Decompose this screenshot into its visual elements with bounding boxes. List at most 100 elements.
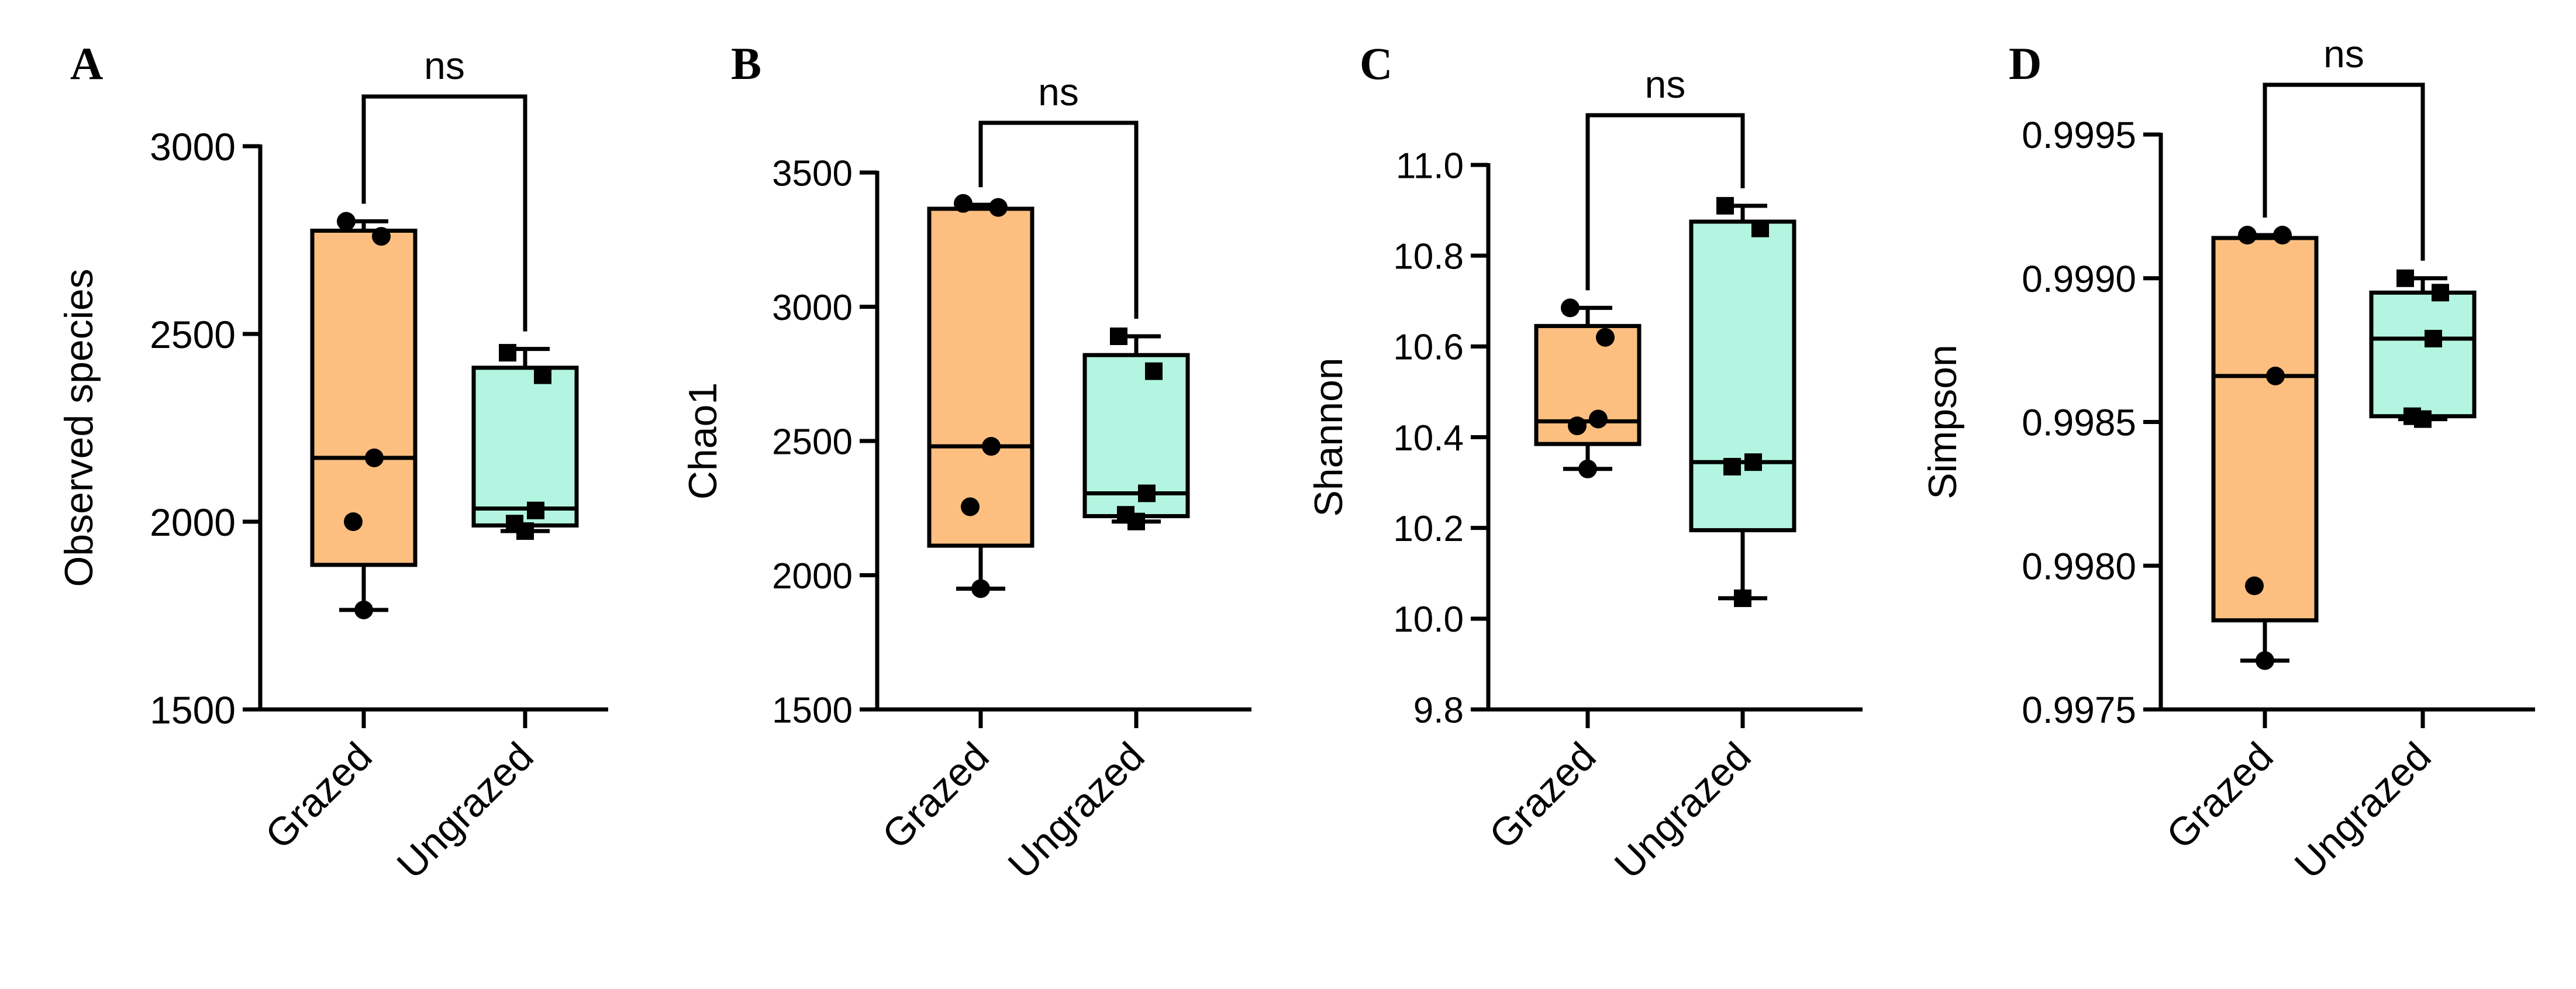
y-tick-label: 2000 — [772, 556, 853, 597]
significance-bracket — [978, 120, 1139, 319]
box-ungrazed — [1689, 197, 1796, 607]
y-tick-label: 10.2 — [1393, 509, 1464, 549]
significance-bracket — [361, 94, 527, 332]
data-point — [1716, 197, 1734, 215]
y-tick-label: 0.9995 — [2022, 114, 2136, 156]
x-category-label: Ungrazed — [1606, 734, 1759, 887]
data-point — [1744, 453, 1762, 471]
data-point — [961, 497, 980, 516]
x-category-label: Grazed — [1481, 734, 1604, 857]
y-tick-label: 2500 — [150, 313, 236, 356]
x-category-label: Ungrazed — [2286, 734, 2439, 887]
y-tick-label: 10.6 — [1393, 328, 1464, 368]
data-point — [1734, 589, 1751, 607]
x-category-label: Ungrazed — [388, 734, 542, 887]
data-point — [527, 501, 544, 519]
significance-label: ns — [424, 44, 465, 87]
iqr-box — [927, 206, 1034, 548]
box-ungrazed — [1082, 327, 1190, 530]
significance-bracket — [1585, 113, 1745, 291]
data-point — [954, 194, 973, 213]
data-point — [372, 227, 391, 246]
data-point — [1110, 327, 1127, 345]
data-point — [2425, 329, 2442, 347]
data-point — [1138, 484, 1156, 502]
data-point — [1578, 459, 1597, 478]
chart-panel-a: A 1500 2000 2500 3000 Observed species Grazed U… — [57, 38, 608, 887]
data-point — [1561, 298, 1580, 318]
iqr-box — [2211, 236, 2319, 623]
iqr-box — [1082, 353, 1190, 519]
chart-panel-b: B 1500 2000 2500 3000 3500 Chao1 Grazed Ungrazed… — [681, 38, 1251, 887]
y-tick-label: 0.9975 — [2022, 689, 2136, 731]
data-point — [506, 515, 523, 533]
box-ungrazed — [471, 344, 579, 540]
data-point — [2256, 651, 2274, 670]
data-point — [2273, 226, 2292, 245]
significance-bracket — [2263, 82, 2425, 261]
iqr-box — [1534, 323, 1642, 446]
x-category-label: Ungrazed — [999, 734, 1153, 887]
x-category-label: Grazed — [257, 734, 380, 857]
panel-letter: B — [731, 38, 761, 89]
x-category-label: Grazed — [2158, 734, 2281, 857]
data-point — [971, 579, 990, 598]
data-point — [534, 366, 551, 384]
box-ungrazed — [2369, 269, 2477, 428]
data-point — [2432, 284, 2449, 302]
data-point — [2266, 366, 2285, 385]
data-point — [1117, 506, 1134, 524]
data-point — [1723, 457, 1741, 475]
iqr-box — [310, 228, 418, 567]
y-tick-label: 9.8 — [1413, 690, 1464, 730]
box-grazed — [2211, 226, 2319, 670]
y-tick-label: 1500 — [772, 690, 853, 730]
data-point — [2396, 269, 2414, 287]
y-axis-label: Simpson — [1920, 344, 1965, 499]
box-grazed — [927, 194, 1034, 598]
y-tick-label: 0.9990 — [2022, 258, 2136, 300]
panel-letter: A — [70, 38, 103, 89]
chart-panel-c: C 9.8 10.0 10.2 10.4 10.6 10.8 11.0 Shannon Graze… — [1306, 38, 1863, 887]
significance-label: ns — [1038, 70, 1079, 113]
data-point — [1751, 219, 1769, 237]
data-point — [344, 512, 363, 531]
data-point — [1589, 409, 1608, 429]
chart-panel-d: D 0.9975 0.9980 0.9985 0.9990 0.9995 Simpson Gr… — [1920, 32, 2535, 887]
data-point — [982, 437, 1001, 456]
iqr-box — [1689, 219, 1796, 533]
panel-letter: C — [1360, 38, 1392, 89]
data-point — [1596, 328, 1615, 347]
y-axis-label: Observed species — [57, 268, 101, 587]
y-tick-label: 3500 — [772, 153, 853, 194]
y-tick-label: 10.4 — [1393, 418, 1464, 459]
y-tick-label: 3000 — [150, 125, 236, 168]
data-point — [2245, 576, 2264, 595]
data-point — [1568, 416, 1587, 436]
box-grazed — [1534, 298, 1642, 478]
data-point — [354, 600, 373, 619]
data-point — [2238, 226, 2257, 245]
box-grazed — [310, 212, 418, 619]
data-point — [2403, 407, 2421, 425]
panel-letter: D — [2009, 38, 2042, 89]
significance-label: ns — [1645, 63, 1686, 106]
y-tick-label: 2000 — [150, 501, 236, 544]
y-tick-label: 11.0 — [1396, 146, 1464, 186]
y-tick-label: 3000 — [772, 288, 853, 328]
y-tick-label: 1500 — [150, 688, 236, 732]
data-point — [337, 212, 356, 231]
iqr-box — [2369, 290, 2477, 419]
y-tick-label: 0.9985 — [2022, 402, 2136, 444]
x-category-label: Grazed — [874, 734, 997, 857]
y-tick-label: 2500 — [772, 422, 853, 462]
significance-label: ns — [2323, 32, 2364, 75]
y-axis-label: Chao1 — [681, 382, 725, 499]
data-point — [499, 344, 516, 362]
y-axis-label: Shannon — [1306, 357, 1351, 516]
data-point — [365, 448, 384, 467]
y-tick-label: 10.8 — [1393, 236, 1464, 277]
iqr-box — [471, 366, 579, 528]
y-tick-label: 0.9980 — [2022, 545, 2136, 587]
